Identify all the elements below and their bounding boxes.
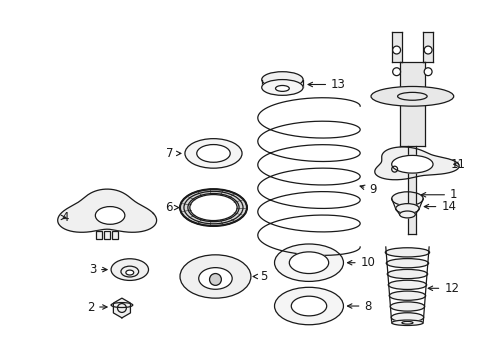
Ellipse shape <box>121 266 139 277</box>
Ellipse shape <box>180 255 250 298</box>
Text: 1: 1 <box>421 188 457 201</box>
Ellipse shape <box>198 267 232 289</box>
Ellipse shape <box>386 258 428 268</box>
Circle shape <box>209 274 221 285</box>
Text: 3: 3 <box>88 263 107 276</box>
Ellipse shape <box>401 321 412 324</box>
Bar <box>422 32 432 62</box>
Circle shape <box>423 46 431 54</box>
Ellipse shape <box>391 156 432 173</box>
Ellipse shape <box>391 320 422 325</box>
Bar <box>104 231 110 239</box>
Ellipse shape <box>399 211 414 218</box>
Text: 5: 5 <box>253 270 267 283</box>
Polygon shape <box>58 189 156 232</box>
Bar <box>407 145 415 234</box>
Ellipse shape <box>391 192 422 206</box>
Text: 6: 6 <box>165 201 179 214</box>
Ellipse shape <box>196 145 230 162</box>
Ellipse shape <box>388 291 425 300</box>
Ellipse shape <box>274 244 343 282</box>
Ellipse shape <box>291 296 326 316</box>
Ellipse shape <box>184 139 242 168</box>
Ellipse shape <box>397 93 426 100</box>
Ellipse shape <box>386 269 427 279</box>
Bar <box>104 231 110 239</box>
Text: 13: 13 <box>307 78 345 91</box>
Text: 12: 12 <box>427 282 458 295</box>
Circle shape <box>392 46 400 54</box>
Ellipse shape <box>389 302 424 311</box>
Ellipse shape <box>125 270 133 275</box>
Text: 2: 2 <box>86 301 107 314</box>
Text: 4: 4 <box>61 211 68 224</box>
Bar <box>399 62 424 96</box>
Text: 14: 14 <box>424 200 455 213</box>
Ellipse shape <box>395 204 418 213</box>
Circle shape <box>392 68 400 76</box>
Text: 10: 10 <box>347 256 375 269</box>
Bar <box>391 32 401 62</box>
Text: 9: 9 <box>359 183 376 196</box>
Ellipse shape <box>111 259 148 280</box>
Text: 7: 7 <box>166 147 181 160</box>
Ellipse shape <box>95 207 124 224</box>
Circle shape <box>423 68 431 76</box>
Ellipse shape <box>261 80 303 95</box>
Ellipse shape <box>180 189 246 226</box>
Ellipse shape <box>390 313 423 322</box>
Ellipse shape <box>274 287 343 325</box>
Ellipse shape <box>387 280 426 289</box>
Ellipse shape <box>189 194 237 221</box>
Ellipse shape <box>385 248 429 257</box>
Bar <box>399 96 424 145</box>
Bar <box>112 231 118 239</box>
Ellipse shape <box>261 72 303 87</box>
Polygon shape <box>113 298 130 318</box>
Ellipse shape <box>111 302 132 307</box>
Polygon shape <box>374 147 458 180</box>
Ellipse shape <box>289 252 328 274</box>
Bar <box>112 231 118 239</box>
Ellipse shape <box>275 85 289 91</box>
Text: 8: 8 <box>347 300 371 312</box>
Bar <box>96 231 102 239</box>
Ellipse shape <box>370 86 453 106</box>
Bar <box>96 231 102 239</box>
Text: 11: 11 <box>450 158 465 171</box>
